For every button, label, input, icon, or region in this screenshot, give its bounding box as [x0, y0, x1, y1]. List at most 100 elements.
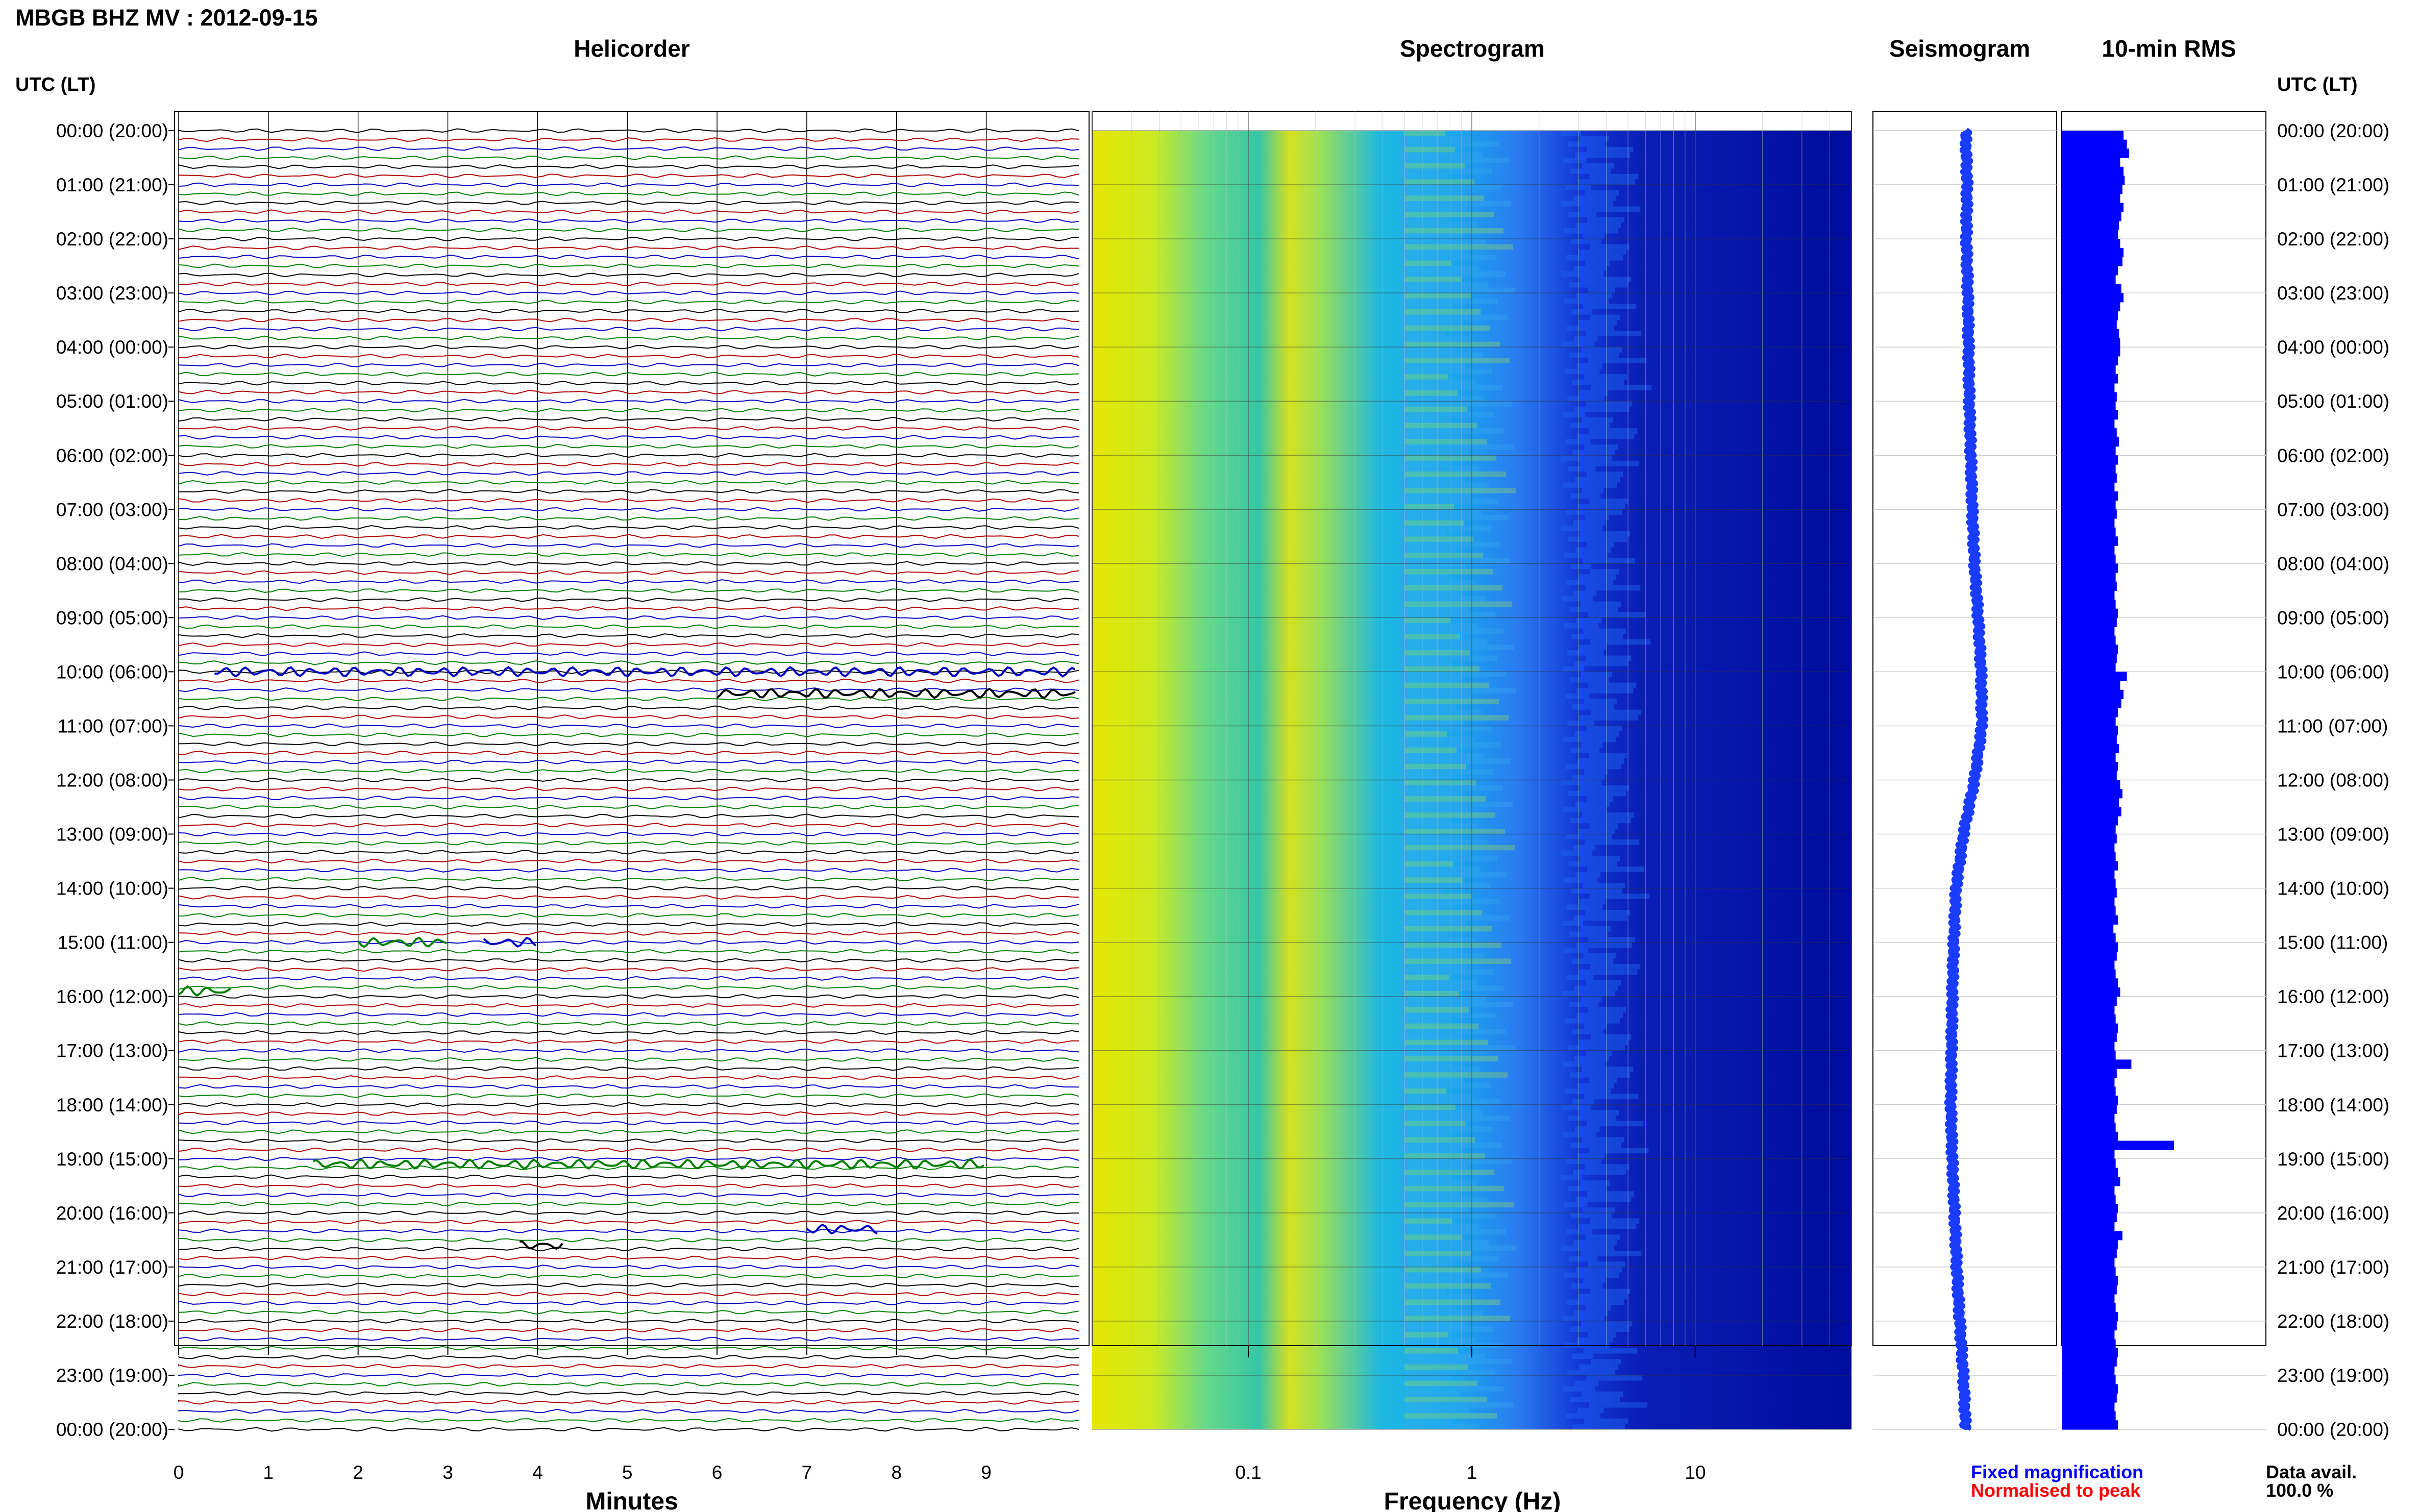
- helicorder-trace: [178, 327, 1079, 332]
- spectrogram-streak: [1577, 1153, 1605, 1159]
- helicorder-trace: [178, 1201, 1079, 1206]
- helicorder-trace: [178, 236, 1079, 241]
- rms-bar: [2062, 1158, 2116, 1169]
- minute-tick-label: 4: [532, 1462, 543, 1483]
- time-label-right: 15:00 (11:00): [2277, 932, 2388, 953]
- spectrogram-streak: [1590, 964, 1641, 970]
- helicorder-trace: [178, 579, 1079, 584]
- rms-bar: [2062, 861, 2118, 871]
- spectrogram-streak: [1572, 450, 1615, 456]
- freq-tick-label: 0.1: [1235, 1462, 1261, 1483]
- spectrogram-streak: [1566, 580, 1613, 585]
- time-label-left: 07:00 (03:00): [56, 499, 168, 520]
- time-label-left: 04:00 (00:00): [56, 337, 168, 358]
- spectrogram-streak: [1404, 374, 1448, 380]
- spectrogram-streak: [1589, 823, 1618, 829]
- panel-title-spectrogram: Spectrogram: [1400, 35, 1545, 62]
- spectrogram-streak: [1575, 547, 1611, 553]
- spectrogram-streak: [1578, 320, 1617, 326]
- rms-bar: [2062, 139, 2127, 149]
- spectrogram-streak: [1576, 688, 1634, 693]
- time-label-left: 01:00 (21:00): [56, 175, 168, 195]
- spectrogram-streak: [1404, 834, 1461, 840]
- spectrogram-streak: [1580, 206, 1641, 212]
- rms-bar: [2062, 1195, 2116, 1204]
- rms-bar: [2062, 915, 2118, 925]
- rms-bar: [2062, 951, 2117, 961]
- rms-bar: [2062, 185, 2122, 194]
- helicorder-trace: [178, 1156, 1079, 1161]
- rms-bar: [2062, 672, 2127, 681]
- rms-bar: [2062, 500, 2116, 510]
- utc-label-left: UTC (LT): [15, 74, 96, 95]
- spectrogram-streak: [1587, 472, 1623, 477]
- rms-bar: [2062, 158, 2120, 167]
- helicorder-trace: [178, 1174, 1079, 1179]
- minute-tick-label: 9: [981, 1462, 992, 1483]
- spectrogram-streak: [1404, 1067, 1481, 1073]
- time-label-right: 01:00 (21:00): [2277, 175, 2389, 195]
- spectrogram-streak: [1569, 607, 1618, 612]
- spectrogram-streak: [1404, 158, 1510, 163]
- helicorder-trace: [178, 245, 1079, 251]
- helicorder-trace: [178, 335, 1079, 341]
- spectrogram-streak: [1579, 715, 1639, 721]
- helicorder-trace: [178, 209, 1079, 214]
- spectrogram-streak: [1568, 1185, 1607, 1192]
- spectrogram-streak: [1404, 136, 1473, 142]
- helicorder-trace: [178, 1129, 1079, 1134]
- spectrogram-streak: [1591, 1359, 1621, 1365]
- time-label-left: 09:00 (05:00): [56, 607, 168, 628]
- time-label-right: 11:00 (07:00): [2277, 715, 2388, 736]
- helicorder-trace: [178, 1292, 1079, 1297]
- spectrogram-streak: [1404, 1039, 1489, 1046]
- spectrogram-streak: [1404, 217, 1450, 223]
- spectrogram-streak: [1584, 444, 1618, 450]
- helicorder-trace: [178, 507, 1079, 512]
- rms-bar: [2062, 1420, 2118, 1430]
- helicorder-trace: [178, 480, 1079, 485]
- spectrogram-streak: [1404, 1245, 1516, 1251]
- spectrogram-streak: [1578, 1224, 1637, 1229]
- helicorder-trace: [178, 462, 1079, 467]
- spectrogram-streak: [1568, 861, 1617, 867]
- spectrogram-streak: [1590, 244, 1630, 250]
- spectrogram-xlabel: Frequency (Hz): [1384, 1488, 1561, 1512]
- spectrogram-streak: [1404, 1121, 1466, 1127]
- spectrogram-streak: [1566, 1158, 1602, 1164]
- rms-bar: [2062, 888, 2117, 898]
- time-label-right: 00:00 (20:00): [2277, 1419, 2389, 1440]
- spectrogram-streak: [1404, 1251, 1472, 1256]
- spectrogram-streak: [1404, 666, 1480, 672]
- spectrogram-streak: [1404, 266, 1479, 271]
- spectrogram-streak: [1574, 661, 1628, 666]
- panel-title-helicorder: Helicorder: [574, 35, 690, 62]
- helicorder-trace: [178, 453, 1079, 458]
- spectrogram-streak: [1588, 612, 1646, 618]
- spectrogram-streak: [1576, 1012, 1623, 1019]
- helicorder-trace: [178, 606, 1079, 611]
- time-label-left: 02:00 (22:00): [56, 229, 168, 250]
- helicorder-trace: [178, 904, 1079, 909]
- spectrogram-streak: [1404, 1034, 1462, 1040]
- spectrogram-streak: [1404, 677, 1463, 683]
- spectrogram-streak: [1588, 287, 1615, 293]
- spectrogram-streak: [1570, 1142, 1621, 1148]
- spectrogram-streak: [1404, 742, 1501, 748]
- spectrogram-streak: [1404, 212, 1494, 217]
- spectrogram-streak: [1404, 1391, 1461, 1397]
- spectrogram-streak: [1581, 1321, 1633, 1327]
- helicorder-trace: [178, 796, 1079, 801]
- spectrogram-streak: [1561, 850, 1593, 856]
- spectrogram-streak: [1586, 1050, 1612, 1056]
- spectrogram-streak: [1576, 1267, 1622, 1273]
- spectrogram-streak: [1404, 352, 1483, 358]
- spectrogram-streak: [1404, 325, 1491, 331]
- spectrogram-streak: [1404, 736, 1474, 742]
- helicorder-trace: [178, 1165, 1079, 1171]
- spectrogram-streak: [1404, 185, 1502, 190]
- spectrogram-streak: [1404, 526, 1491, 531]
- helicorder-trace: [178, 705, 1079, 710]
- helicorder-trace: [178, 1273, 1079, 1279]
